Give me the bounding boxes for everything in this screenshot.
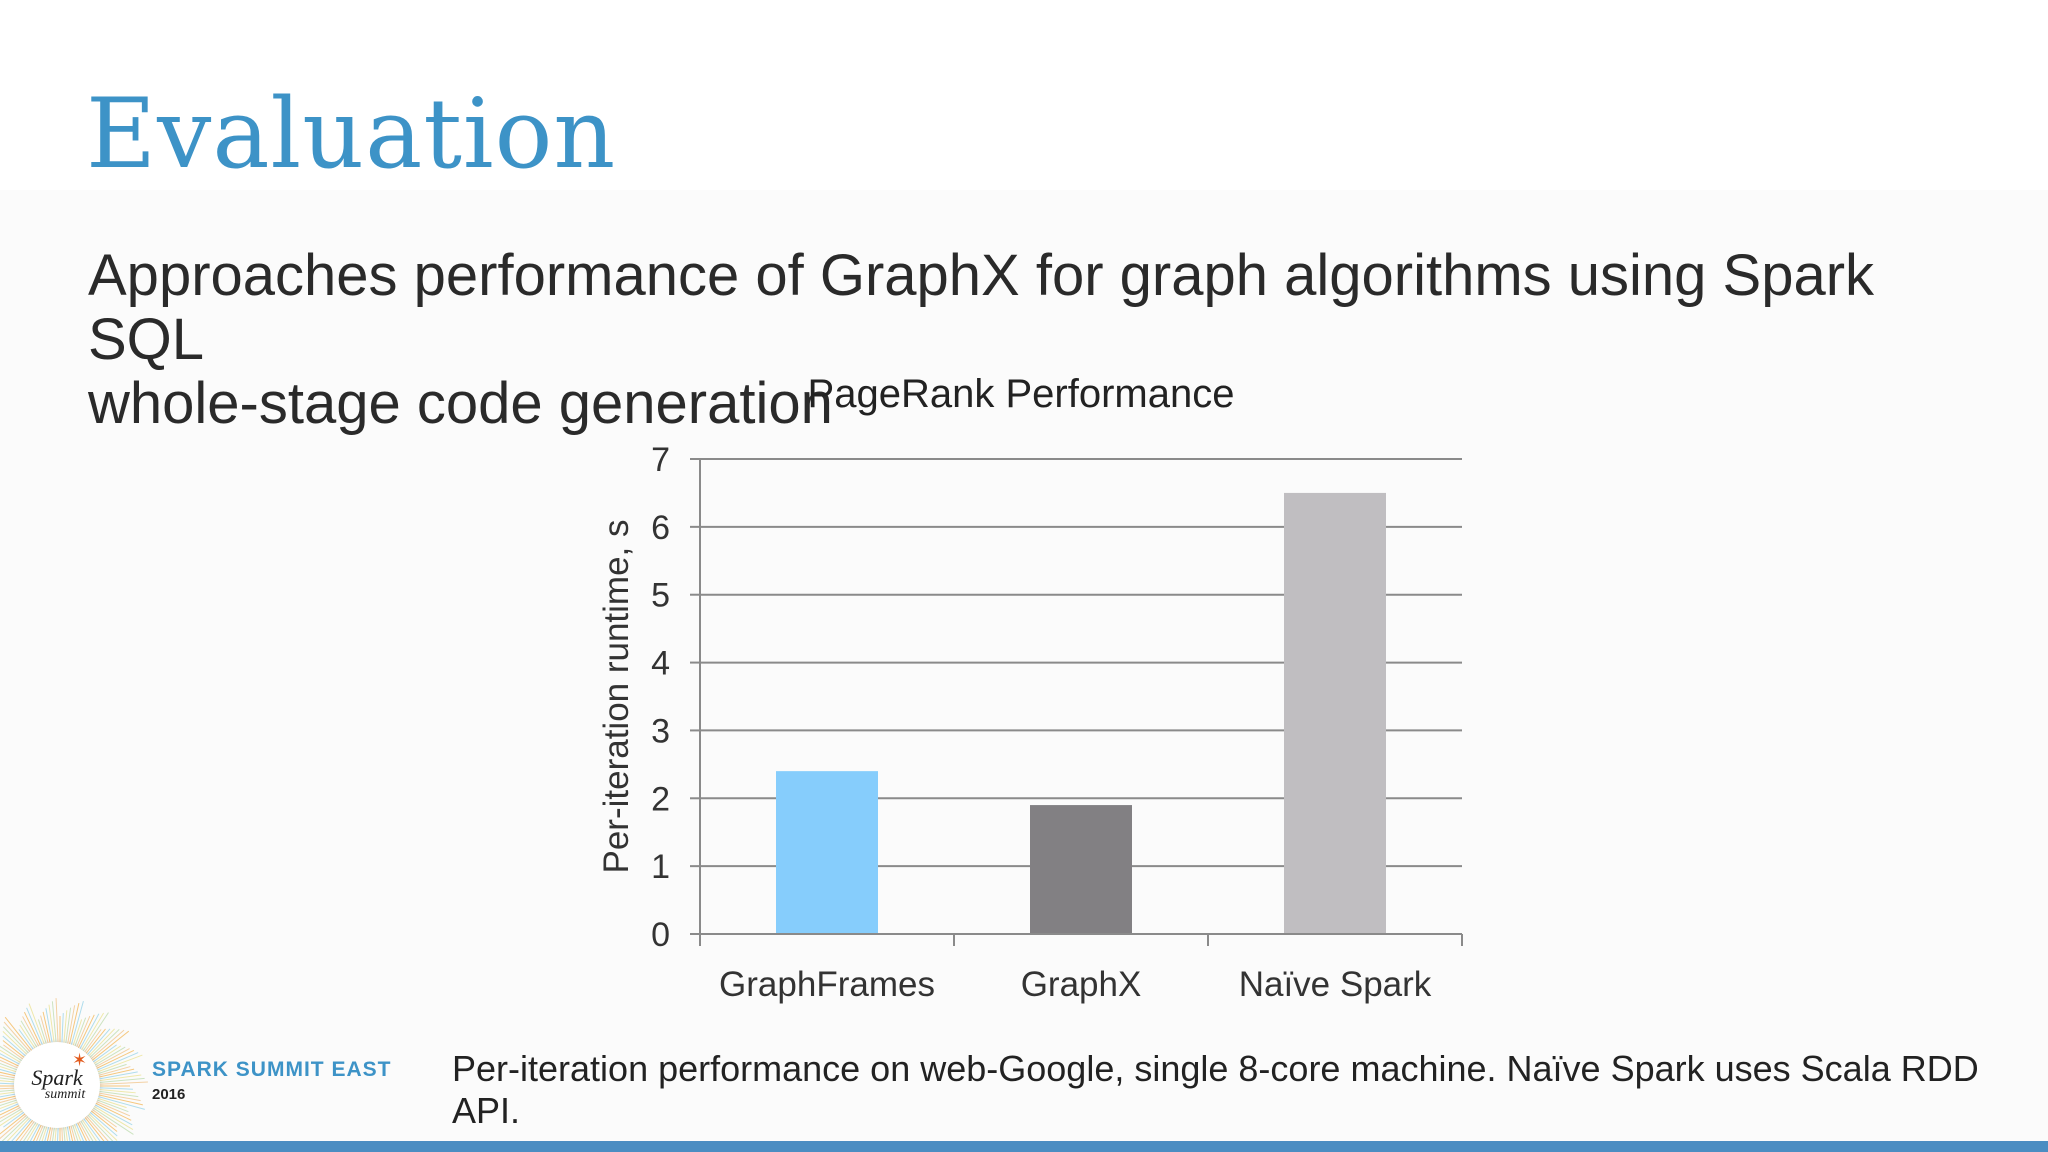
chart-labels: 0 1 2 3 4 5 6 7 GraphFrames GraphX Naïve Spark Page… (597, 372, 1432, 1004)
sunburst-ray (91, 1106, 134, 1135)
sunburst-ray (72, 1017, 87, 1051)
title-band (0, 0, 2048, 190)
sunburst-ray (89, 1030, 130, 1063)
sunburst-ray (96, 1095, 145, 1110)
sunburst-ray (51, 1001, 58, 1049)
y-axis-label: Per-iteration runtime, s (597, 519, 636, 873)
y-tick-label: 1 (651, 848, 670, 886)
sunburst-ray (97, 1074, 142, 1082)
x-tick-label: Naïve Spark (1239, 965, 1432, 1004)
event-branding: Spark summit ✶ SPARK SUMMIT EAST 2016 (0, 990, 420, 1152)
y-tick-label: 2 (651, 780, 670, 818)
logo-wordmark-summit: summit (44, 1087, 86, 1102)
sunburst-ray (19, 1118, 41, 1152)
sunburst-ray (67, 1003, 80, 1050)
slide-subtitle: Approaches performance of GraphX for gra… (88, 244, 1988, 436)
logo-wordmark-spark: Spark (31, 1065, 83, 1090)
y-tick-label: 6 (651, 509, 670, 547)
sunburst-ray (48, 1004, 56, 1049)
sunburst-ray (97, 1087, 133, 1090)
sunburst-ray (95, 1063, 127, 1075)
sunburst-ray (81, 1116, 102, 1143)
sunburst-ray (96, 1068, 135, 1079)
sunburst-ray (0, 1109, 31, 1135)
sunburst-ray (97, 1077, 145, 1084)
sunburst-ray (89, 1109, 118, 1132)
bottom-accent-bar (0, 1141, 2048, 1152)
sunburst-ray (95, 1054, 143, 1074)
sunburst-ray (97, 1092, 141, 1102)
footnote: Per-iteration performance on web-Google,… (452, 1048, 1979, 1131)
sunburst-ray (79, 1012, 105, 1054)
sunburst-ray (90, 1107, 117, 1128)
sunburst-ray (0, 1098, 25, 1110)
sunburst-ray (83, 1028, 106, 1057)
sunburst-ray (81, 1029, 102, 1056)
y-tick-label: 5 (651, 577, 670, 615)
sunburst-ray (15, 1117, 40, 1152)
x-tick-label: GraphFrames (719, 965, 935, 1004)
sunburst-ray (93, 1048, 130, 1069)
sunburst-ray (93, 1103, 133, 1126)
sunburst-ray (97, 1081, 148, 1085)
sunburst-ray (96, 1093, 143, 1106)
sunburst-ray (69, 1001, 84, 1050)
sunburst-ray (88, 1029, 125, 1062)
bar-graphx (1030, 805, 1132, 934)
chart-bars (776, 492, 1386, 934)
subtitle-line: Approaches performance of GraphX for gra… (88, 243, 1875, 372)
sunburst-ray (80, 1012, 109, 1055)
sunburst-ray (88, 1110, 118, 1137)
chart-title: PageRank Performance (808, 372, 1235, 416)
sunburst-ray (84, 1028, 111, 1058)
sunburst-ray (94, 1102, 132, 1121)
sunburst-ray (94, 1052, 139, 1072)
sunburst-ray (76, 1120, 93, 1152)
sunburst-ray (45, 1008, 54, 1049)
sunburst-ray (91, 1045, 122, 1066)
sunburst-ray (85, 1113, 118, 1146)
sunburst-ray (90, 1044, 117, 1065)
sunburst-ray (55, 998, 59, 1049)
sunburst-ray (92, 1105, 134, 1131)
event-name: SPARK SUMMIT EAST (152, 1058, 392, 1081)
bar-na-ve-spark (1284, 492, 1386, 934)
slide-title: Evaluation (86, 78, 617, 190)
sunburst-ray (0, 1110, 32, 1140)
sunburst-ray (97, 1088, 136, 1094)
chart-axes (690, 458, 1463, 946)
sunburst-ray (76, 1014, 95, 1052)
x-tick-label: GraphX (1021, 965, 1142, 1004)
sunburst-ray (97, 1071, 138, 1080)
sunburst-ray (95, 1098, 129, 1113)
sunburst-ray (74, 1015, 91, 1052)
sunburst-ray (64, 1007, 72, 1049)
sunburst-ray (94, 1100, 131, 1117)
sunburst-ray (87, 1111, 118, 1141)
sunburst-ray (87, 1028, 120, 1061)
sunburst-ray (92, 1046, 126, 1067)
subtitle-line: whole-stage code generation (88, 371, 833, 436)
sunburst-ray (96, 1066, 131, 1077)
sunburst-ray (97, 1090, 139, 1098)
y-tick-label: 7 (651, 441, 670, 479)
sunburst-ray (85, 1028, 115, 1059)
sunburst-ray (62, 1010, 68, 1049)
star-icon: ✶ (72, 1050, 88, 1071)
sunburst-ray (94, 1049, 135, 1070)
y-tick-label: 3 (651, 712, 670, 750)
y-tick-label: 0 (651, 916, 670, 954)
event-year: 2016 (152, 1086, 186, 1103)
sunburst-ray (0, 1087, 23, 1090)
sunburst-ray (28, 1003, 48, 1051)
sunburst-ray (66, 1005, 76, 1049)
sunburst-ray (95, 1097, 127, 1109)
sunburst-ray (0, 1111, 33, 1144)
bar-graphframes (776, 771, 878, 934)
sunburst-ray (77, 1013, 100, 1053)
y-tick-label: 4 (651, 645, 670, 683)
pagerank-chart: 0 1 2 3 4 5 6 7 GraphFrames GraphX Naïve Spark Page… (597, 372, 1463, 1004)
spark-summit-logo: Spark summit ✶ (14, 1042, 100, 1128)
